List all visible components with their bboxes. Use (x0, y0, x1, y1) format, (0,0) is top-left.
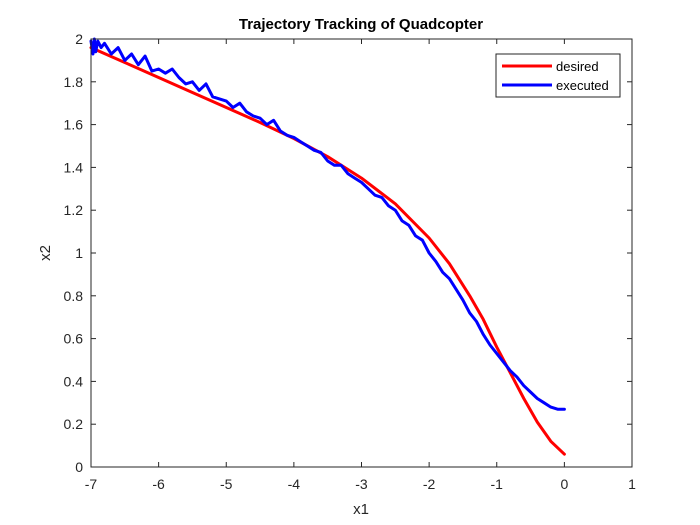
y-axis-label: x2 (37, 245, 54, 261)
x-tick-label: 0 (560, 476, 568, 492)
legend-label-executed: executed (556, 78, 609, 93)
y-tick-label: 1 (75, 245, 83, 261)
legend-label-desired: desired (556, 59, 599, 74)
y-tick-label: 2 (75, 31, 83, 47)
y-tick-label: 1.2 (64, 202, 84, 218)
legend-box (495, 53, 621, 98)
x-tick-label: -7 (85, 476, 98, 492)
y-tick-label: 0.2 (64, 416, 84, 432)
y-tick-label: 1.4 (64, 159, 84, 175)
x-tick-label: 1 (628, 476, 636, 492)
x-tick-label: -1 (491, 476, 504, 492)
tick-layer: -7 -6 -5 -4 -3 -2 -1 0 1 0 0.2 0.4 0.6 0.8 1 1.2 1.4 1.6 1… (64, 31, 637, 492)
chart-title: Trajectory Tracking of Quadcopter (239, 16, 483, 33)
x-tick-label: -5 (220, 476, 233, 492)
x-tick-label: -3 (355, 476, 368, 492)
y-tick-label: 0.6 (64, 331, 84, 347)
x-tick-label: -2 (423, 476, 436, 492)
series-line-desired (89, 46, 566, 456)
plot-area (91, 39, 632, 467)
x-tick-label: -6 (152, 476, 165, 492)
y-tick-label: 0.8 (64, 288, 84, 304)
x-tick-label: -4 (288, 476, 301, 492)
x-axis-label: x1 (353, 501, 369, 518)
series-layer (89, 37, 566, 456)
y-tick-label: 0.4 (64, 373, 84, 389)
y-tick-label: 0 (75, 459, 83, 475)
y-tick-label: 1.6 (64, 117, 84, 133)
y-tick-label: 1.8 (64, 74, 84, 90)
series-line-executed (89, 37, 566, 411)
legend: desired executed (495, 53, 621, 98)
